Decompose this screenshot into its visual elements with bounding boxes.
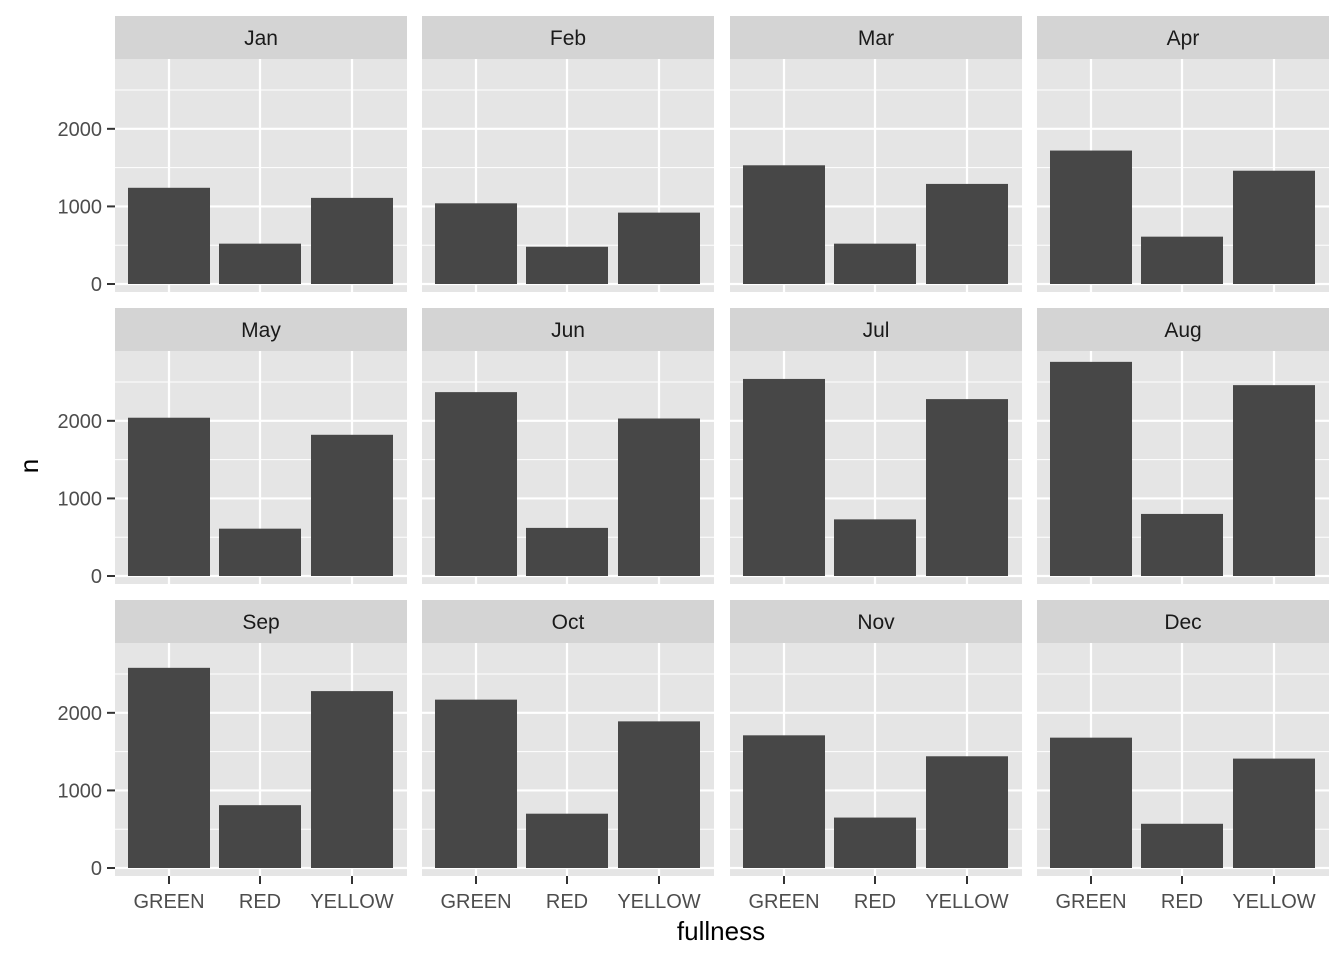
bar-yellow: [1233, 170, 1315, 284]
bar-green: [1050, 361, 1132, 576]
bar-yellow: [618, 721, 700, 868]
bar-red: [526, 527, 608, 576]
bar-red: [526, 246, 608, 284]
bar-red: [219, 243, 301, 284]
facet-strip-label: Dec: [1164, 611, 1201, 634]
facet-strip: [1037, 308, 1329, 351]
bar-green: [435, 203, 517, 284]
y-axis-title: n: [14, 459, 44, 473]
bar-yellow: [926, 183, 1008, 284]
facet-jul: Jul: [730, 308, 1022, 584]
bar-yellow: [311, 691, 393, 868]
x-tick-label: GREEN: [1055, 891, 1126, 913]
facet-strip-label: Nov: [857, 611, 895, 634]
x-tick-label: GREEN: [133, 891, 204, 913]
facet-strip: [115, 308, 407, 351]
facet-dec: Dec: [1037, 600, 1329, 876]
facet-strip-label: Jan: [244, 27, 278, 50]
facet-strip: [1037, 16, 1329, 59]
y-tick-label: 1000: [58, 780, 103, 802]
facet-nov: Nov: [730, 600, 1022, 876]
bar-green: [128, 417, 210, 576]
x-tick-label: RED: [546, 891, 588, 913]
bar-yellow: [1233, 385, 1315, 576]
bar-yellow: [618, 418, 700, 576]
facet-sep: Sep: [115, 600, 407, 876]
facet-aug: Aug: [1037, 308, 1329, 584]
x-tick-label: YELLOW: [925, 891, 1008, 913]
bar-green: [128, 187, 210, 284]
y-tick-label: 0: [91, 274, 102, 296]
facet-jan: Jan: [115, 16, 407, 292]
facet-jun: Jun: [422, 308, 714, 584]
bar-red: [219, 528, 301, 576]
facet-strip: [115, 16, 407, 59]
x-tick-label: YELLOW: [617, 891, 700, 913]
bar-red: [834, 817, 916, 868]
bar-green: [743, 165, 825, 284]
facet-strip-label: Oct: [552, 611, 585, 634]
facet-strip: [115, 600, 407, 643]
bar-yellow: [1233, 758, 1315, 868]
y-tick-label: 0: [91, 566, 102, 588]
facet-strip: [422, 600, 714, 643]
bar-green: [743, 735, 825, 868]
bar-red: [834, 519, 916, 576]
bar-yellow: [311, 434, 393, 576]
y-tick-label: 1000: [58, 196, 103, 218]
facet-strip-label: Sep: [242, 611, 279, 634]
facet-strip: [730, 16, 1022, 59]
facet-strip: [730, 600, 1022, 643]
bar-yellow: [618, 212, 700, 284]
x-axes: GREEN RED YELLOW GREEN RED YELLOW GREEN RED YELL…: [133, 876, 1316, 913]
facet-oct: Oct: [422, 600, 714, 876]
facet-strip-label: Jul: [863, 319, 890, 342]
bar-green: [1050, 150, 1132, 284]
y-axes: 0 1000 2000 0 1000 2000 0 1000 2000: [58, 119, 115, 880]
bar-red: [834, 243, 916, 284]
facet-strip: [730, 308, 1022, 351]
facet-strip-label: Mar: [858, 27, 894, 50]
bar-yellow: [311, 197, 393, 284]
bar-red: [219, 805, 301, 868]
facet-strip-label: Apr: [1167, 27, 1200, 50]
bar-green: [1050, 737, 1132, 868]
bar-red: [1141, 513, 1223, 576]
bar-red: [1141, 823, 1223, 868]
x-tick-label: RED: [1161, 891, 1203, 913]
x-tick-label: GREEN: [748, 891, 819, 913]
bar-yellow: [926, 756, 1008, 868]
facet-strip-label: May: [241, 319, 281, 342]
facet-strip: [422, 16, 714, 59]
y-tick-label: 2000: [58, 411, 103, 433]
facet-feb: Feb: [422, 16, 714, 292]
x-tick-label: RED: [239, 891, 281, 913]
facet-panels: Jan Feb Mar Apr May Jun Jul Aug Sep Oct Nov Dec: [115, 16, 1329, 876]
bar-green: [743, 378, 825, 576]
bar-red: [1141, 236, 1223, 284]
y-tick-label: 2000: [58, 703, 103, 725]
x-tick-label: GREEN: [440, 891, 511, 913]
bar-green: [435, 699, 517, 868]
y-tick-label: 2000: [58, 119, 103, 141]
facet-strip: [422, 308, 714, 351]
facet-strip: [1037, 600, 1329, 643]
x-tick-label: YELLOW: [310, 891, 393, 913]
bar-red: [526, 813, 608, 868]
bar-yellow: [926, 399, 1008, 576]
facet-strip-label: Feb: [550, 27, 586, 50]
facet-strip-label: Jun: [551, 319, 585, 342]
facet-mar: Mar: [730, 16, 1022, 292]
y-tick-label: 1000: [58, 488, 103, 510]
bar-green: [435, 392, 517, 576]
x-axis-title: fullness: [677, 916, 765, 946]
facet-apr: Apr: [1037, 16, 1329, 292]
bar-green: [128, 667, 210, 868]
facet-may: May: [115, 308, 407, 584]
facet-strip-label: Aug: [1164, 319, 1201, 342]
x-tick-label: RED: [854, 891, 896, 913]
y-tick-label: 0: [91, 858, 102, 880]
x-tick-label: YELLOW: [1232, 891, 1315, 913]
